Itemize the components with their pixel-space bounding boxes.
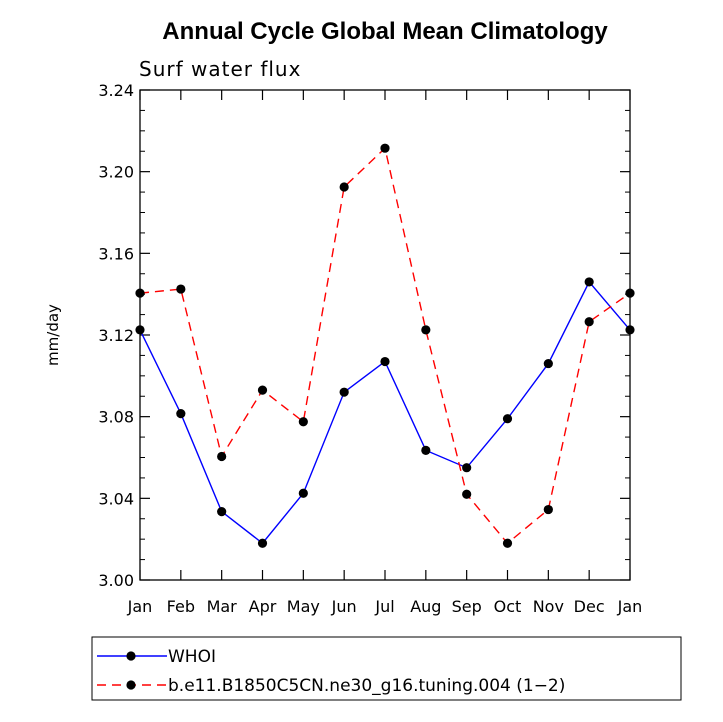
y-tick-label: 3.16 bbox=[98, 244, 134, 263]
data-point-series0 bbox=[502, 414, 513, 424]
x-tick-label: Jan bbox=[617, 597, 643, 616]
data-point-series0 bbox=[135, 325, 145, 335]
x-tick-label: Feb bbox=[167, 597, 195, 616]
x-tick-label: Aug bbox=[410, 597, 441, 616]
chart-title: Annual Cycle Global Mean Climatology bbox=[162, 18, 608, 45]
x-tick-label: Mar bbox=[207, 597, 238, 616]
data-point-series1 bbox=[298, 417, 308, 427]
x-tick-label: Nov bbox=[533, 597, 564, 616]
data-point-series0 bbox=[176, 409, 186, 419]
legend-marker-model bbox=[126, 680, 136, 690]
x-tick-label: Jan bbox=[127, 597, 153, 616]
series-layer bbox=[135, 143, 635, 548]
data-point-series0 bbox=[257, 538, 268, 548]
legend-box bbox=[91, 636, 682, 701]
data-point-series0 bbox=[625, 325, 635, 335]
data-point-series0 bbox=[543, 358, 553, 369]
data-point-series0 bbox=[217, 507, 227, 517]
data-point-series0 bbox=[421, 445, 431, 455]
x-tick-label: Apr bbox=[249, 597, 277, 616]
data-point-series0 bbox=[380, 356, 390, 367]
y-axis: 3.00 3.04 3.08 3.12 3.16 3.20 3.24 bbox=[98, 81, 630, 590]
data-point-series1 bbox=[217, 451, 227, 462]
data-point-series1 bbox=[176, 284, 186, 294]
data-point-series1 bbox=[380, 143, 390, 153]
legend-label-whoi: WHOI bbox=[168, 647, 216, 667]
data-point-series1 bbox=[257, 385, 268, 395]
plot-frame bbox=[139, 89, 631, 581]
y-tick-label: 3.24 bbox=[98, 81, 134, 100]
y-tick-label: 3.04 bbox=[98, 489, 134, 508]
y-tick-label: 3.12 bbox=[98, 326, 134, 345]
x-tick-label: Sep bbox=[452, 597, 482, 616]
data-point-series1 bbox=[462, 489, 472, 499]
data-point-series1 bbox=[135, 288, 145, 298]
y-tick-label: 3.00 bbox=[98, 571, 134, 590]
data-point-series1 bbox=[339, 182, 349, 192]
data-point-series0 bbox=[462, 463, 472, 473]
legend-label-model: b.e11.B1850C5CN.ne30_g16.tuning.004 (1−2… bbox=[168, 676, 565, 696]
x-axis: Jan Feb Mar Apr May Jun Jul Aug Sep Oct Nov Dec Jan bbox=[127, 90, 643, 616]
data-point-series1 bbox=[502, 538, 513, 548]
data-point-series1 bbox=[421, 325, 431, 335]
data-point-series0 bbox=[298, 488, 308, 498]
data-point-series1 bbox=[584, 317, 594, 327]
x-tick-label: Dec bbox=[574, 597, 605, 616]
data-point-series1 bbox=[543, 504, 553, 515]
chart-subtitle: Surf water flux bbox=[139, 57, 301, 81]
data-point-series0 bbox=[584, 277, 594, 287]
y-tick-label: 3.20 bbox=[98, 163, 134, 182]
data-point-series0 bbox=[339, 387, 349, 397]
x-tick-label: Jun bbox=[331, 597, 357, 616]
legend: WHOI b.e11.B1850C5CN.ne30_g16.tuning.004… bbox=[91, 636, 682, 701]
y-axis-label: mm/day bbox=[44, 304, 62, 366]
legend-marker-whoi bbox=[126, 651, 136, 661]
x-tick-label: May bbox=[287, 597, 320, 616]
x-tick-label: Oct bbox=[494, 597, 522, 616]
x-tick-label: Jul bbox=[374, 597, 394, 616]
y-tick-label: 3.08 bbox=[98, 408, 134, 427]
series-line-0 bbox=[139, 280, 631, 545]
data-point-series1 bbox=[625, 288, 635, 298]
